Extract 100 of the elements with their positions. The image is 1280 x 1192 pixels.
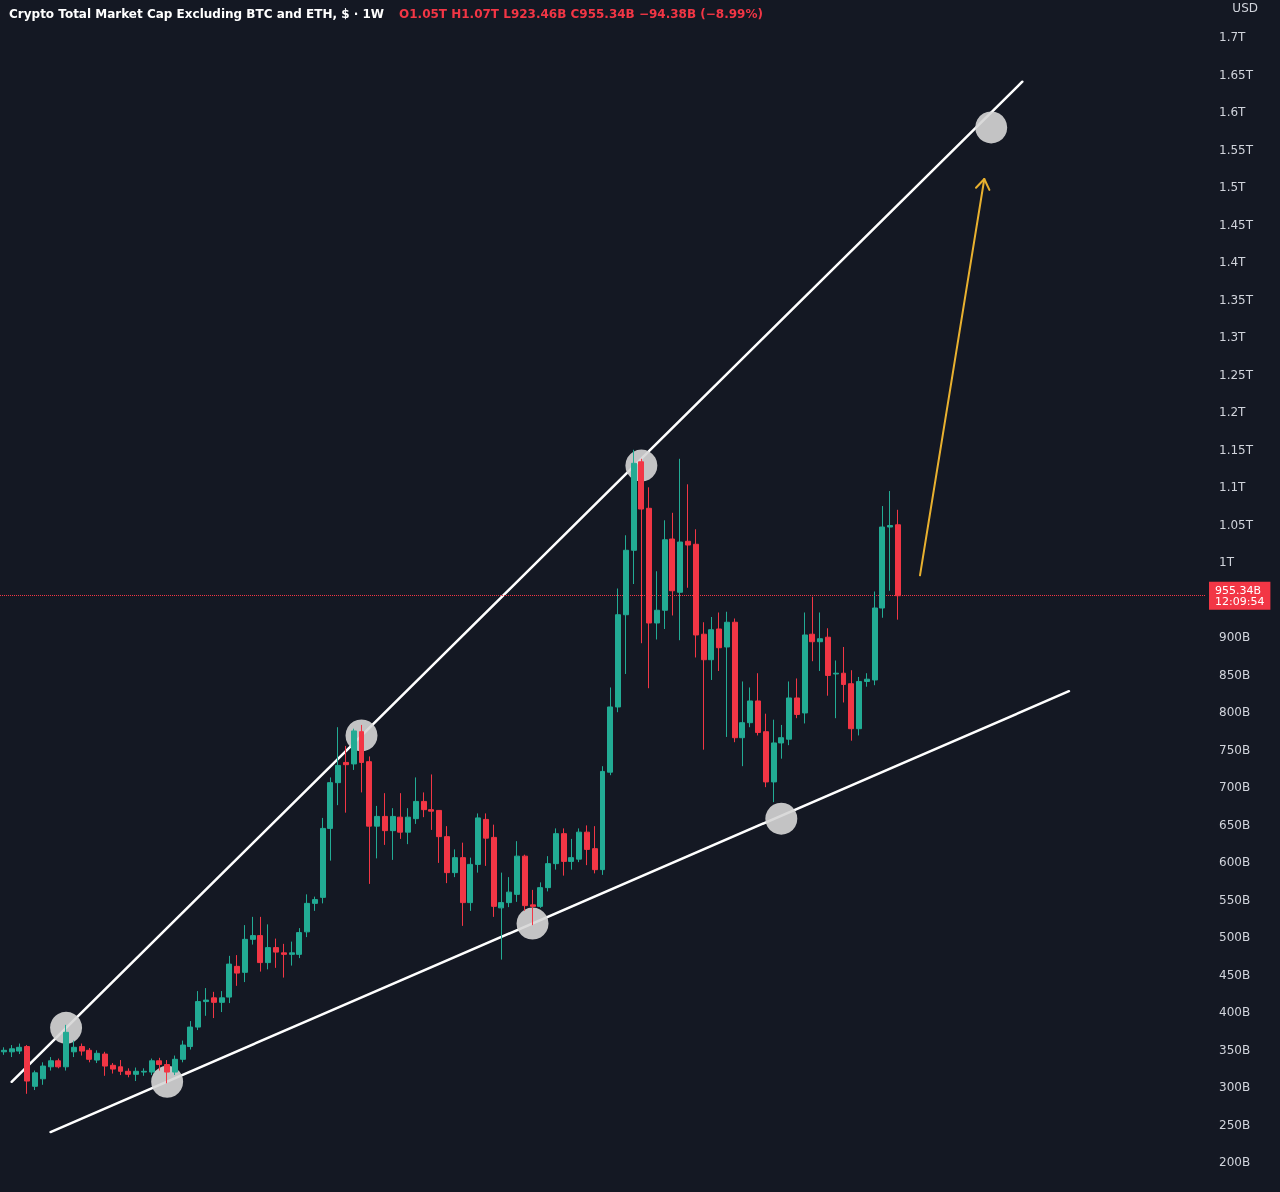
candlestick — [498, 872, 504, 961]
candlestick — [32, 1070, 38, 1091]
y-tick-label: 200B — [1219, 1155, 1251, 1170]
point — [975, 111, 1008, 144]
point — [50, 1011, 83, 1044]
candlestick — [491, 824, 497, 918]
candlestick — [335, 726, 341, 806]
candlestick — [631, 449, 637, 585]
y-tick-label: 1.15T — [1219, 442, 1254, 457]
text: Crypto Total Market Cap Excluding BTC and ETH, $ · 1W — [9, 7, 385, 21]
text: O1.05T H1.07T L923.46B C955.34B −94.38B (−8.99%) — [399, 7, 763, 21]
y-axis-title: USD — [1232, 1, 1258, 15]
y-tick-label: 900B — [1219, 630, 1251, 645]
candlestick — [475, 812, 481, 874]
candlestick — [530, 889, 536, 926]
candlestick — [739, 680, 745, 767]
candlestick — [118, 1059, 123, 1076]
candlestick — [172, 1055, 178, 1076]
candlestick — [405, 807, 411, 845]
candlestick — [452, 848, 458, 878]
candlestick — [747, 686, 753, 728]
candlestick — [576, 827, 582, 863]
candlestick — [514, 840, 520, 903]
candlestick — [312, 896, 318, 912]
candlestick — [250, 916, 256, 946]
candlestick — [654, 570, 660, 640]
candlestick — [397, 792, 403, 840]
candlestick — [708, 616, 714, 681]
candlestick — [887, 490, 893, 592]
candlestick — [802, 611, 808, 724]
candlestick — [382, 792, 388, 846]
candlestick — [390, 807, 396, 861]
candlestick — [94, 1049, 100, 1064]
candlestick — [568, 838, 574, 871]
y-tick-label: 1.7T — [1219, 30, 1247, 45]
candlestick — [841, 646, 846, 703]
candlestick — [359, 724, 364, 793]
candlestick — [71, 1040, 77, 1058]
candlestick — [436, 809, 442, 864]
y-tick-label: 1.5T — [1219, 180, 1247, 195]
y-tick-label: 1.55T — [1219, 142, 1254, 157]
y-tick-label: 1.4T — [1219, 255, 1247, 270]
candlestick — [164, 1059, 170, 1084]
candlestick — [63, 1024, 69, 1072]
candlestick — [257, 916, 263, 973]
candlestick — [24, 1044, 30, 1095]
candlestick — [825, 627, 831, 697]
candlestick — [794, 677, 800, 719]
candlestick — [374, 805, 380, 859]
y-tick-label: 1.45T — [1219, 217, 1254, 232]
candlestick — [281, 943, 287, 979]
y-tick-label: 1T — [1219, 555, 1235, 570]
y-tick-label: 600B — [1219, 855, 1251, 870]
candlestick — [141, 1067, 147, 1077]
candlestick — [133, 1067, 139, 1082]
candlestick — [265, 923, 271, 970]
y-tick-label: 1.25T — [1219, 367, 1254, 382]
candlestick — [273, 938, 279, 969]
point — [516, 907, 549, 940]
y-tick-label: 1.05T — [1219, 517, 1254, 532]
y-tick-label: 850B — [1219, 667, 1251, 682]
candlestick — [584, 824, 590, 866]
point — [765, 802, 798, 835]
candlestick — [592, 825, 598, 874]
y-tick-label: 650B — [1219, 817, 1251, 832]
y-tick-label: 1.2T — [1219, 405, 1247, 420]
candlestick — [732, 617, 738, 743]
y-tick-label: 250B — [1219, 1117, 1251, 1132]
candlestick — [685, 483, 691, 589]
y-tick-label: 450B — [1219, 967, 1251, 982]
candlestick — [460, 842, 466, 927]
candlestick — [343, 745, 349, 814]
candlestick — [483, 812, 489, 867]
candlestick — [662, 519, 668, 630]
y-tick-label: 1.1T — [1219, 480, 1247, 495]
y-tick-label: 500B — [1219, 930, 1251, 945]
candlestick — [848, 669, 854, 742]
candlestick — [553, 827, 559, 871]
candlestick — [102, 1051, 108, 1077]
candlestick — [623, 534, 629, 675]
y-tick-label: 350B — [1219, 1042, 1251, 1057]
candlestick — [149, 1058, 155, 1076]
y-tick-label: 800B — [1219, 705, 1251, 720]
candlestick — [856, 676, 862, 736]
candlestick — [701, 621, 707, 751]
candlestick — [522, 854, 528, 912]
y-tick-label: 700B — [1219, 780, 1251, 795]
candlestick — [561, 827, 567, 877]
y-tick-label: 1.35T — [1219, 292, 1254, 307]
candlestick — [413, 776, 419, 825]
candlestick — [351, 728, 357, 771]
candlestick — [48, 1056, 54, 1072]
y-tick-label: 550B — [1219, 892, 1251, 907]
y-tick-label: 750B — [1219, 742, 1251, 757]
candlestick — [1, 1046, 7, 1056]
candlestick — [444, 825, 450, 884]
candlestick — [195, 990, 201, 1031]
candlestick — [763, 713, 769, 788]
candlestick — [864, 672, 870, 688]
candlestick — [366, 755, 372, 885]
